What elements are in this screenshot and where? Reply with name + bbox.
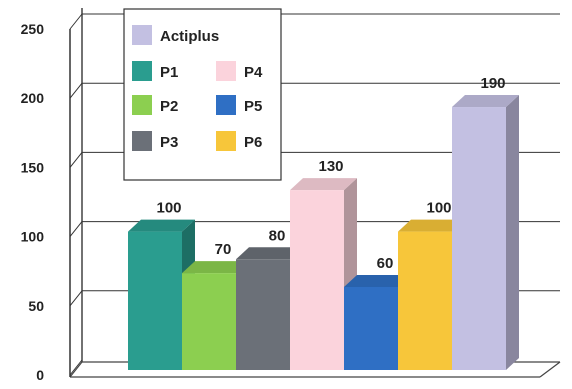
legend: Actiplus P1 P4 P2 P5 P3 P6 (123, 8, 282, 181)
bar-actiplus (452, 95, 519, 370)
bar-front (452, 107, 506, 370)
legend-swatch (216, 95, 236, 115)
legend-label: P2 (160, 98, 178, 115)
y-tick-label: 50 (28, 298, 44, 314)
data-label: 80 (269, 227, 286, 244)
legend-item-p6: P6 (216, 131, 262, 151)
bar-top (128, 219, 195, 232)
bar-p4 (290, 178, 357, 370)
data-label: 190 (480, 75, 505, 92)
bar-front (290, 190, 344, 370)
bar-front (236, 259, 290, 370)
y-tick-label: 150 (21, 159, 45, 175)
y-tick-label: 100 (21, 229, 45, 245)
legend-swatch (216, 61, 236, 81)
data-label: 100 (156, 200, 181, 217)
legend-label: P3 (160, 134, 178, 151)
legend-label: P4 (244, 64, 263, 81)
data-label: 70 (215, 241, 232, 258)
gridline-side (69, 359, 83, 376)
y-tick-label: 200 (21, 90, 45, 106)
data-labels: 100 70 80 130 60 100 190 (156, 75, 505, 272)
legend-item-actiplus: Actiplus (132, 25, 219, 45)
legend-item-p5: P5 (216, 95, 262, 115)
bar-front (182, 273, 236, 370)
legend-label: Actiplus (160, 28, 219, 45)
gridline-side (69, 13, 83, 30)
y-tick-label: 250 (21, 21, 45, 37)
data-label: 60 (377, 255, 394, 272)
data-label: 130 (318, 158, 343, 175)
bar-top (290, 178, 357, 191)
bar-front (344, 286, 398, 370)
legend-swatch (132, 25, 152, 45)
gridline-side (69, 152, 83, 168)
floor-left-edge (69, 361, 83, 378)
gridline-side (69, 82, 83, 99)
data-label: 100 (426, 200, 451, 217)
bar-p5 (344, 274, 411, 370)
legend-item-p2: P2 (132, 95, 178, 115)
gridline-side (69, 221, 83, 237)
gridline-side (69, 290, 83, 307)
legend-label: P6 (244, 134, 262, 151)
legend-item-p4: P4 (216, 61, 263, 81)
legend-item-p1: P1 (132, 61, 178, 81)
legend-label: P1 (160, 64, 178, 81)
y-axis: 0 50 100 150 200 250 (21, 21, 71, 383)
legend-swatch (132, 95, 152, 115)
legend-swatch (132, 131, 152, 151)
bar-top (236, 247, 303, 260)
floor-right-edge (539, 361, 561, 378)
bar-side (506, 95, 519, 370)
bar-top (182, 261, 249, 274)
legend-swatch (132, 61, 152, 81)
bar-top (398, 219, 465, 232)
bars (128, 95, 519, 370)
bar-front (128, 231, 182, 370)
legend-item-p3: P3 (132, 131, 178, 151)
bar-top (452, 95, 519, 108)
legend-label: P5 (244, 98, 262, 115)
bar-top (344, 274, 411, 287)
y-tick-label: 0 (36, 367, 44, 383)
legend-swatch (216, 131, 236, 151)
bar-front (398, 231, 452, 370)
